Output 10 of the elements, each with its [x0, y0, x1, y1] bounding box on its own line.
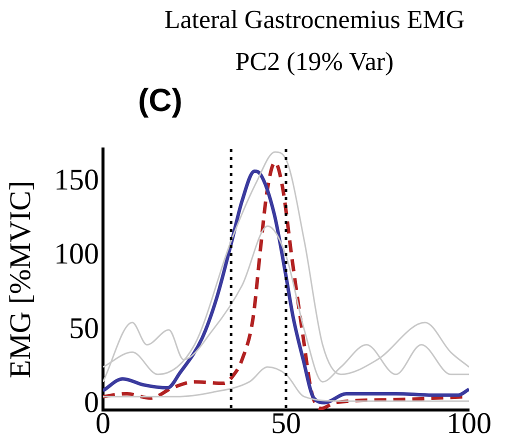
x-tick-label: 100 — [446, 406, 492, 440]
chart-title: Lateral Gastrocnemius EMG — [163, 4, 466, 36]
y-tick-label: 50 — [69, 312, 99, 345]
text: (C) — [138, 82, 182, 119]
line-series — [103, 366, 469, 402]
chart-subtitle: PC2 (19% Var) — [234, 46, 395, 78]
y-axis-title: EMG [%MVIC] — [4, 180, 37, 378]
y-tick-label: 100 — [54, 238, 99, 271]
x-tick-label: 50 — [271, 406, 301, 440]
y-tick-label: 150 — [54, 164, 99, 196]
